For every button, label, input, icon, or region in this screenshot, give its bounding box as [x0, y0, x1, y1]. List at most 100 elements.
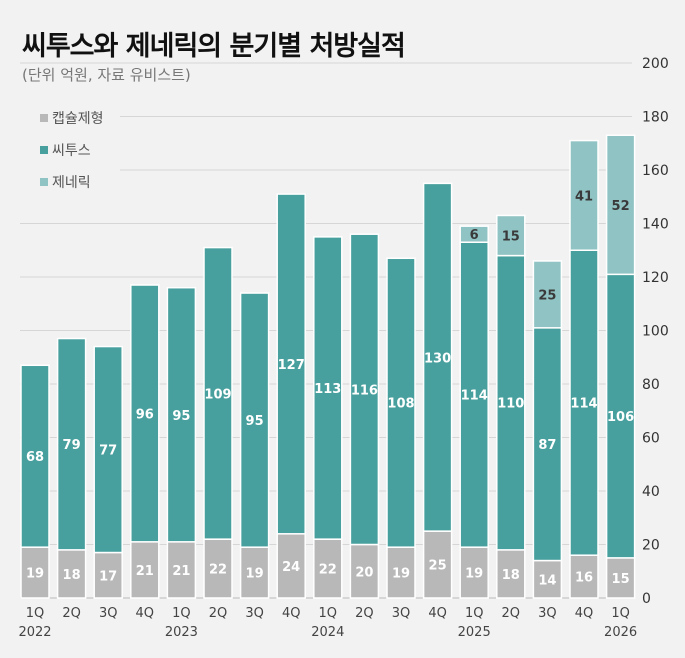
data-label: 106 [607, 410, 634, 425]
bar-segment [349, 543, 380, 599]
x-tick-label: 3Q [538, 606, 557, 621]
data-label: 52 [612, 199, 630, 214]
x-tick-label: 1Q [172, 606, 191, 621]
data-label: 68 [26, 450, 44, 465]
chart-title: 씨투스와 제네릭의 분기별 처방실적 [22, 31, 406, 62]
y-tick-label: 160 [642, 163, 669, 179]
bar-segment [166, 541, 197, 599]
legend-swatch [40, 114, 48, 122]
bar-segment [422, 530, 453, 599]
data-label: 114 [570, 397, 597, 412]
bar-segment [203, 246, 233, 540]
data-label: 41 [575, 189, 593, 204]
bar-segment [20, 546, 50, 599]
legend-item-generic: 제네릭 [40, 172, 91, 192]
legend-label: 캡슐제형 [52, 111, 104, 127]
bar-segment [605, 273, 636, 559]
bar-segment [532, 559, 563, 599]
data-label: 21 [136, 564, 154, 579]
x-tick-label: 1Q [26, 606, 45, 621]
x-year-label: 2025 [458, 625, 491, 640]
y-tick-label: 100 [642, 324, 669, 340]
y-tick-label: 60 [642, 431, 660, 447]
data-label: 114 [461, 389, 488, 404]
data-label: 95 [246, 414, 264, 429]
data-label: 6 [470, 228, 479, 243]
bar-segment [496, 214, 526, 257]
data-label: 19 [26, 567, 44, 582]
x-year-label: 2022 [18, 625, 51, 640]
data-label: 22 [319, 563, 337, 578]
legend-item-capsule: 캡슐제형 [40, 108, 104, 128]
data-label: 95 [172, 409, 190, 424]
x-tick-label: 4Q [428, 606, 447, 621]
x-tick-label: 3Q [245, 606, 264, 621]
bar-segment [459, 225, 489, 243]
data-label: 15 [502, 230, 520, 245]
data-label: 77 [99, 444, 117, 459]
data-label: 19 [465, 567, 483, 582]
data-label: 79 [63, 438, 81, 453]
data-label: 18 [502, 568, 520, 583]
bar-segment [605, 134, 636, 276]
x-tick-label: 1Q [465, 606, 484, 621]
chart-subtitle: (단위 억원, 자료 유비스트) [22, 66, 191, 84]
bar-segment [386, 257, 416, 548]
bar-segment [130, 541, 160, 599]
x-tick-label: 2Q [502, 606, 521, 621]
x-tick-label: 3Q [392, 606, 411, 621]
data-label: 116 [351, 383, 378, 398]
data-label: 96 [136, 407, 154, 422]
y-tick-label: 200 [642, 56, 669, 72]
data-label: 25 [429, 559, 447, 574]
bar-segment [130, 284, 160, 543]
data-label: 130 [424, 351, 451, 366]
legend-item-xitus: 씨투스 [40, 140, 91, 160]
data-label: 21 [172, 564, 190, 579]
y-tick-label: 180 [642, 110, 669, 126]
legend-label: 씨투스 [52, 143, 91, 159]
legend-swatch [40, 146, 48, 154]
y-tick-label: 40 [642, 484, 660, 500]
x-tick-label: 2Q [62, 606, 81, 621]
bar-segment [496, 254, 526, 551]
data-label: 25 [538, 288, 556, 303]
bar-segment [276, 193, 306, 535]
x-tick-label: 3Q [99, 606, 118, 621]
data-label: 108 [387, 397, 414, 412]
y-tick-label: 0 [642, 591, 651, 607]
bar-segment [386, 546, 416, 599]
x-year-label: 2026 [604, 625, 637, 640]
data-label: 87 [538, 438, 556, 453]
bar-segment [532, 260, 563, 329]
data-label: 24 [282, 560, 300, 575]
data-label: 18 [63, 568, 81, 583]
bar-segment [569, 139, 599, 251]
x-tick-label: 4Q [282, 606, 301, 621]
y-tick-label: 80 [642, 377, 660, 393]
bar-segment [203, 538, 233, 599]
bar-segment [276, 533, 306, 599]
x-tick-label: 4Q [575, 606, 594, 621]
bar-segment [56, 549, 87, 599]
x-tick-label: 1Q [319, 606, 338, 621]
data-label: 127 [278, 358, 305, 373]
bar-segment [93, 551, 123, 599]
legend-label: 제네릭 [52, 175, 91, 191]
y-tick-label: 20 [642, 538, 660, 554]
data-label: 15 [612, 572, 630, 587]
bar-segment [239, 292, 270, 548]
bar-segment [166, 286, 197, 543]
bar-segment [496, 549, 526, 599]
legend-swatch [40, 178, 48, 186]
bar-segment [20, 364, 50, 548]
data-label: 20 [355, 565, 373, 580]
data-label: 17 [99, 569, 117, 584]
x-tick-label: 2Q [355, 606, 374, 621]
data-label: 109 [204, 387, 231, 402]
bar-segment [93, 345, 123, 554]
data-label: 16 [575, 571, 593, 586]
x-tick-label: 2Q [209, 606, 228, 621]
bar-segment [239, 546, 270, 599]
